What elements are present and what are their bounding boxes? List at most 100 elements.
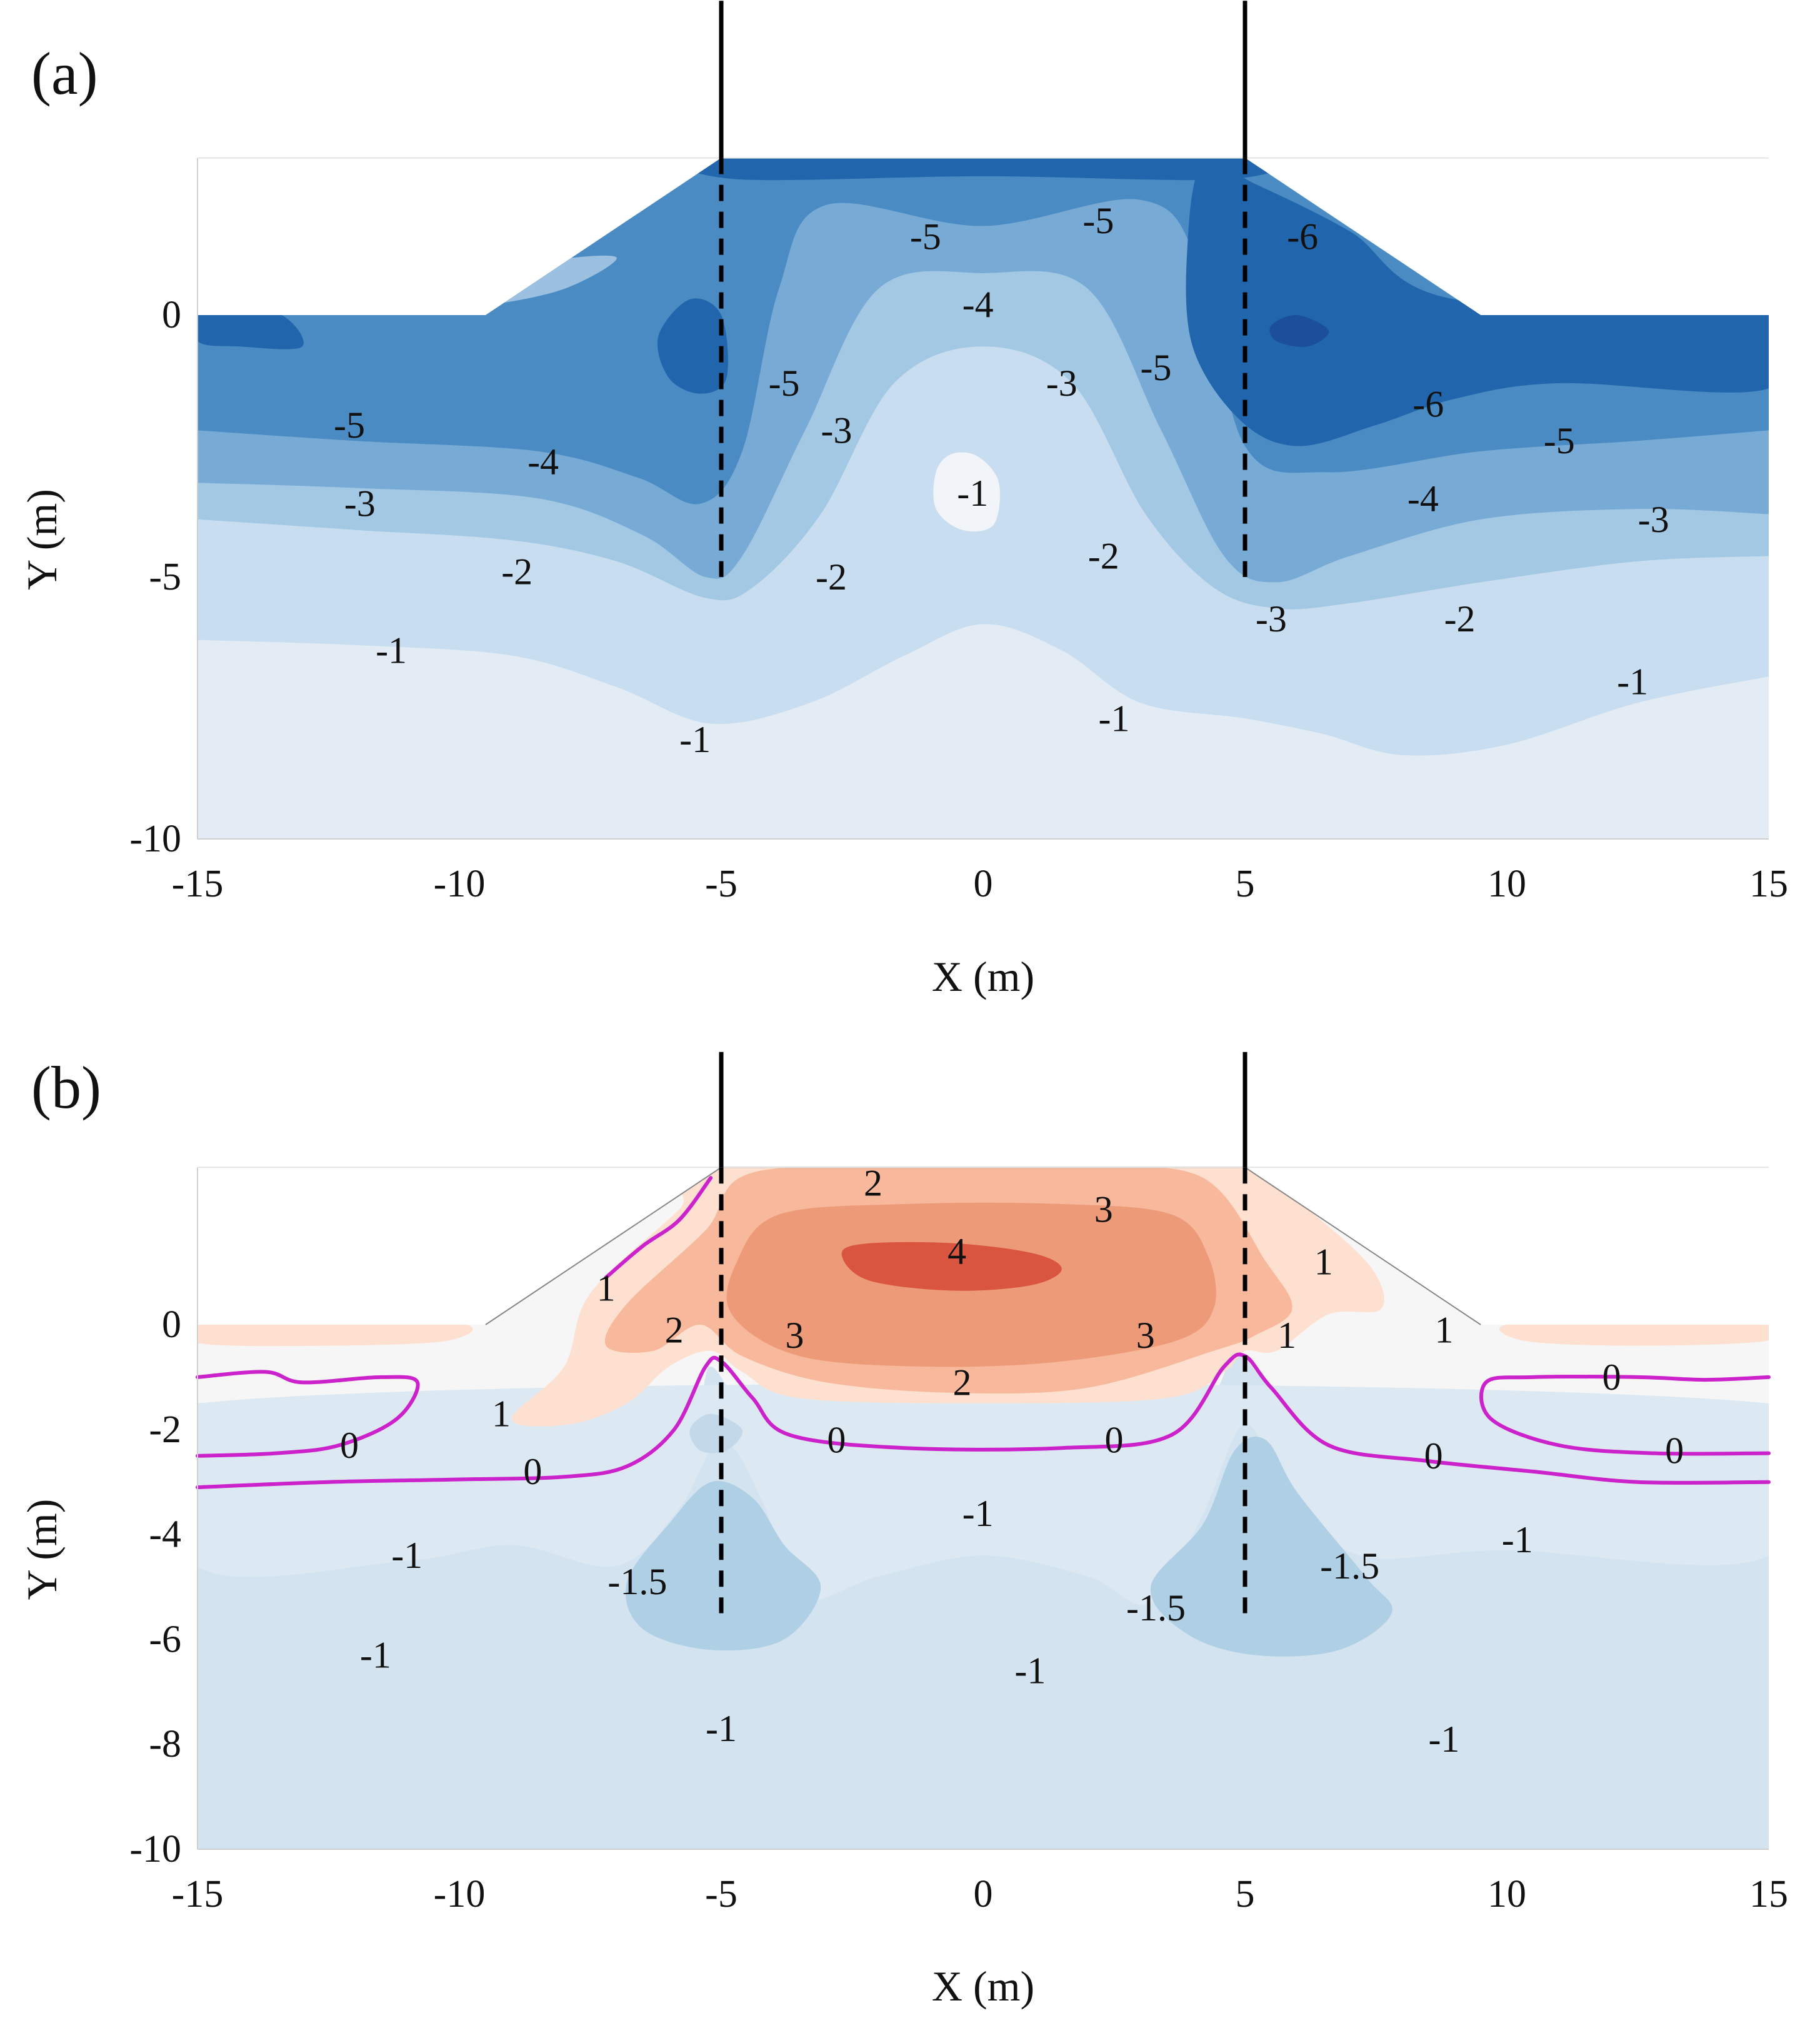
zero-contour-left-lobe	[196, 1370, 420, 1458]
contour-label: -5	[1141, 347, 1172, 388]
contour-label: -4	[528, 441, 559, 483]
x-tick-label: -5	[705, 1873, 738, 1915]
contour-fill-level-6	[675, 158, 1291, 181]
contour-label: -6	[1287, 216, 1318, 257]
contour-fill-level-6	[657, 298, 728, 394]
x-tick-label: -15	[172, 863, 224, 905]
contour-label: 2	[952, 1362, 971, 1403]
contour-fills	[198, 1167, 1769, 1849]
panel-label: (b)	[31, 1054, 101, 1121]
contour-label: 1	[1434, 1309, 1453, 1350]
contour-label: -3	[821, 409, 852, 451]
contour-fill-level-minus-1	[198, 1383, 1769, 1605]
panel-b: -15 -10 -5 0 5 10 150-2-4-6-8-10X (m)Y (m)(b)2…	[18, 1052, 1788, 2010]
panel-a: -15 -10 -5 0 5 10 150-5-10X (m)Y (m)(a)-5 -5 -6-…	[18, 1, 1788, 1000]
contour-label: -1	[706, 1708, 737, 1749]
contour-fill-level-minus-1-5	[689, 1413, 743, 1453]
x-tick-label: 5	[1236, 1873, 1255, 1915]
contour-label: -1.5	[1320, 1545, 1379, 1587]
contour-label: 1	[1278, 1315, 1296, 1356]
contour-fill-level-4	[841, 1242, 1062, 1291]
x-tick-label: 10	[1488, 1873, 1526, 1915]
y-tick-label: -10	[129, 1828, 181, 1870]
contour-fill-level-6	[198, 306, 304, 349]
y-axis-label: Y (m)	[18, 489, 66, 590]
zero-contour-slope	[604, 1176, 713, 1280]
contour-label: -1.5	[1126, 1587, 1186, 1629]
y-tick-label: -2	[149, 1408, 181, 1451]
contour-fill-level-0	[933, 452, 1000, 532]
x-tick-label: 0	[974, 1873, 993, 1915]
contour-label: -5	[334, 404, 365, 446]
contour-label: 2	[665, 1309, 684, 1350]
x-tick-label: -5	[705, 863, 738, 905]
y-tick-label: -10	[129, 818, 181, 860]
x-tick-label: 10	[1488, 863, 1526, 905]
contour-label: 1	[1314, 1241, 1333, 1282]
contour-label: -3	[1638, 499, 1669, 540]
contour-label: 1	[492, 1393, 511, 1435]
contour-label: -1	[360, 1635, 391, 1676]
contour-label: 3	[1136, 1315, 1155, 1356]
contour-fill-level-minus-1-5	[1150, 1437, 1392, 1657]
x-tick-label: -10	[434, 863, 486, 905]
contour-label: -1	[1617, 661, 1648, 703]
contour-label: -1	[376, 630, 407, 671]
contour-label: 0	[1424, 1435, 1443, 1477]
contour-fill-level-1	[198, 1319, 473, 1347]
y-tick-label: -5	[149, 556, 181, 598]
contour-label: -1	[679, 719, 711, 760]
contour-label: 0	[827, 1420, 846, 1461]
contour-fill-level-minus-1-5	[625, 1480, 821, 1651]
x-axis-label: X (m)	[932, 1962, 1034, 2010]
contour-label: -5	[769, 363, 800, 404]
contour-label: -1.5	[608, 1561, 667, 1602]
contour-label: -3	[1046, 363, 1078, 404]
contour-label: -2	[501, 551, 532, 593]
y-tick-label: -8	[149, 1723, 181, 1765]
contour-label: 2	[864, 1162, 882, 1203]
x-tick-label: 15	[1749, 863, 1788, 905]
y-tick-label: -4	[149, 1513, 181, 1556]
x-tick-label: -10	[434, 1873, 486, 1915]
x-tick-label: 15	[1749, 1873, 1788, 1915]
y-axis-label: Y (m)	[18, 1499, 66, 1600]
contour-label: 0	[1665, 1430, 1684, 1471]
x-tick-label: 5	[1236, 863, 1255, 905]
contour-label: -1	[962, 1493, 994, 1534]
contour-label: -1	[1502, 1519, 1533, 1560]
y-tick-label: 0	[162, 294, 181, 336]
contour-label: 0	[1105, 1420, 1124, 1461]
y-tick-label: 0	[162, 1303, 181, 1346]
contour-fills	[198, 158, 1769, 840]
contour-label: -5	[1544, 420, 1575, 461]
contour-label: -1	[391, 1535, 422, 1576]
contour-label: -5	[1082, 200, 1114, 241]
contour-label: -1	[1014, 1650, 1046, 1692]
x-tick-label: 0	[974, 863, 993, 905]
zero-contour-right-lobe	[1479, 1375, 1771, 1456]
contour-label: -2	[1088, 535, 1119, 576]
contour-label: 0	[1602, 1357, 1621, 1398]
contour-label: -1	[1099, 698, 1130, 739]
contour-label: -4	[1408, 478, 1439, 519]
contour-label: 4	[948, 1231, 966, 1272]
contour-label: -3	[344, 483, 376, 525]
contour-fill-level-1	[198, 624, 1769, 839]
contour-label: -1	[1428, 1719, 1459, 1760]
contour-label: 3	[785, 1315, 804, 1356]
contour-label: -4	[962, 284, 994, 325]
contour-label: -5	[910, 216, 941, 257]
zero-contour-main	[196, 1352, 1771, 1490]
contour-label: -2	[816, 556, 847, 598]
contour-label: -6	[1412, 383, 1444, 424]
y-tick-label: -6	[149, 1618, 181, 1660]
contour-label: -2	[1444, 598, 1476, 640]
panel-label: (a)	[31, 40, 98, 107]
contour-label: 1	[597, 1267, 616, 1308]
contour-fill-level-7	[1269, 314, 1329, 348]
x-tick-label: -15	[172, 1873, 224, 1915]
contour-fill-level-6	[1186, 160, 1769, 446]
contour-label: -1	[957, 473, 988, 514]
